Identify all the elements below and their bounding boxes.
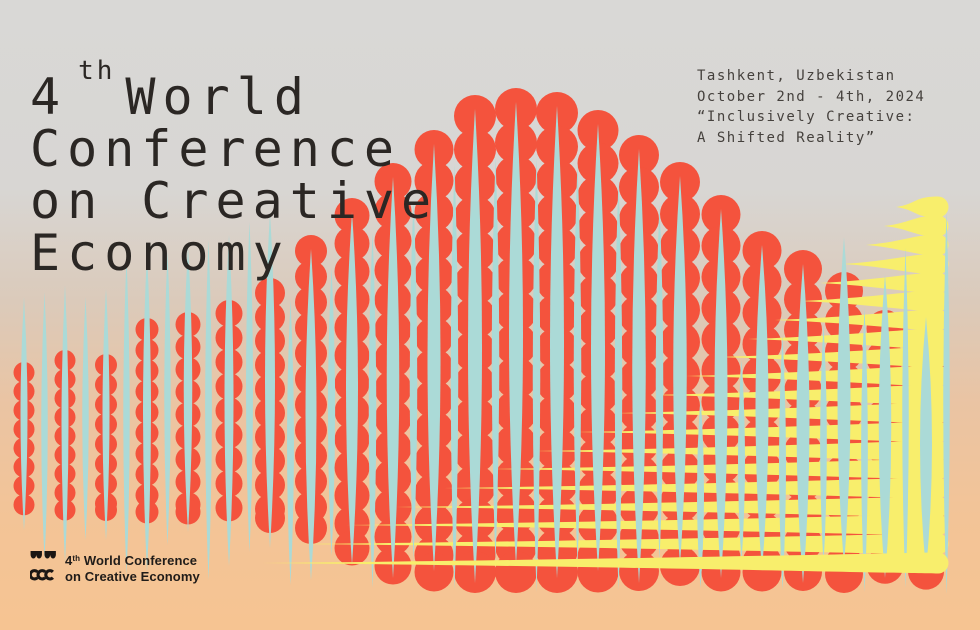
blue-spindles [20,102,950,594]
event-theme-line-2: A Shifted Reality” [697,129,876,146]
logo: 4th World Conference on Creative Economy [30,551,200,584]
title-line-1: 4 th World [30,56,438,126]
event-info: Tashkent, Uzbekistan October 2nd - 4th, … [697,66,925,148]
logo-ordinal: th [72,554,81,563]
logo-text: 4th World Conference on Creative Economy [65,551,200,584]
logo-line-1: 4th World Conference [65,551,200,569]
yellow-bottom-bar [262,552,949,574]
logo-line1-text: World Conference [80,553,198,568]
event-theme-line-1: “Inclusively Creative: [697,109,916,126]
wcce-logo-icon [30,551,56,581]
poster-title: 4 th World Conference on Creative Economy [30,56,439,282]
title-ordinal: th [78,56,116,86]
logo-line-2: on Creative Economy [65,568,200,584]
logo-number: 4 [65,553,73,568]
title-line-2: Conference [30,119,402,178]
title-line1-text: World [125,67,311,126]
title-line-4: Economy [30,223,290,282]
event-dates: October 2nd - 4th, 2024 [697,88,926,105]
title-line-3: on Creative [30,171,439,230]
title-number: 4 [30,67,68,126]
event-location: Tashkent, Uzbekistan [697,68,896,84]
